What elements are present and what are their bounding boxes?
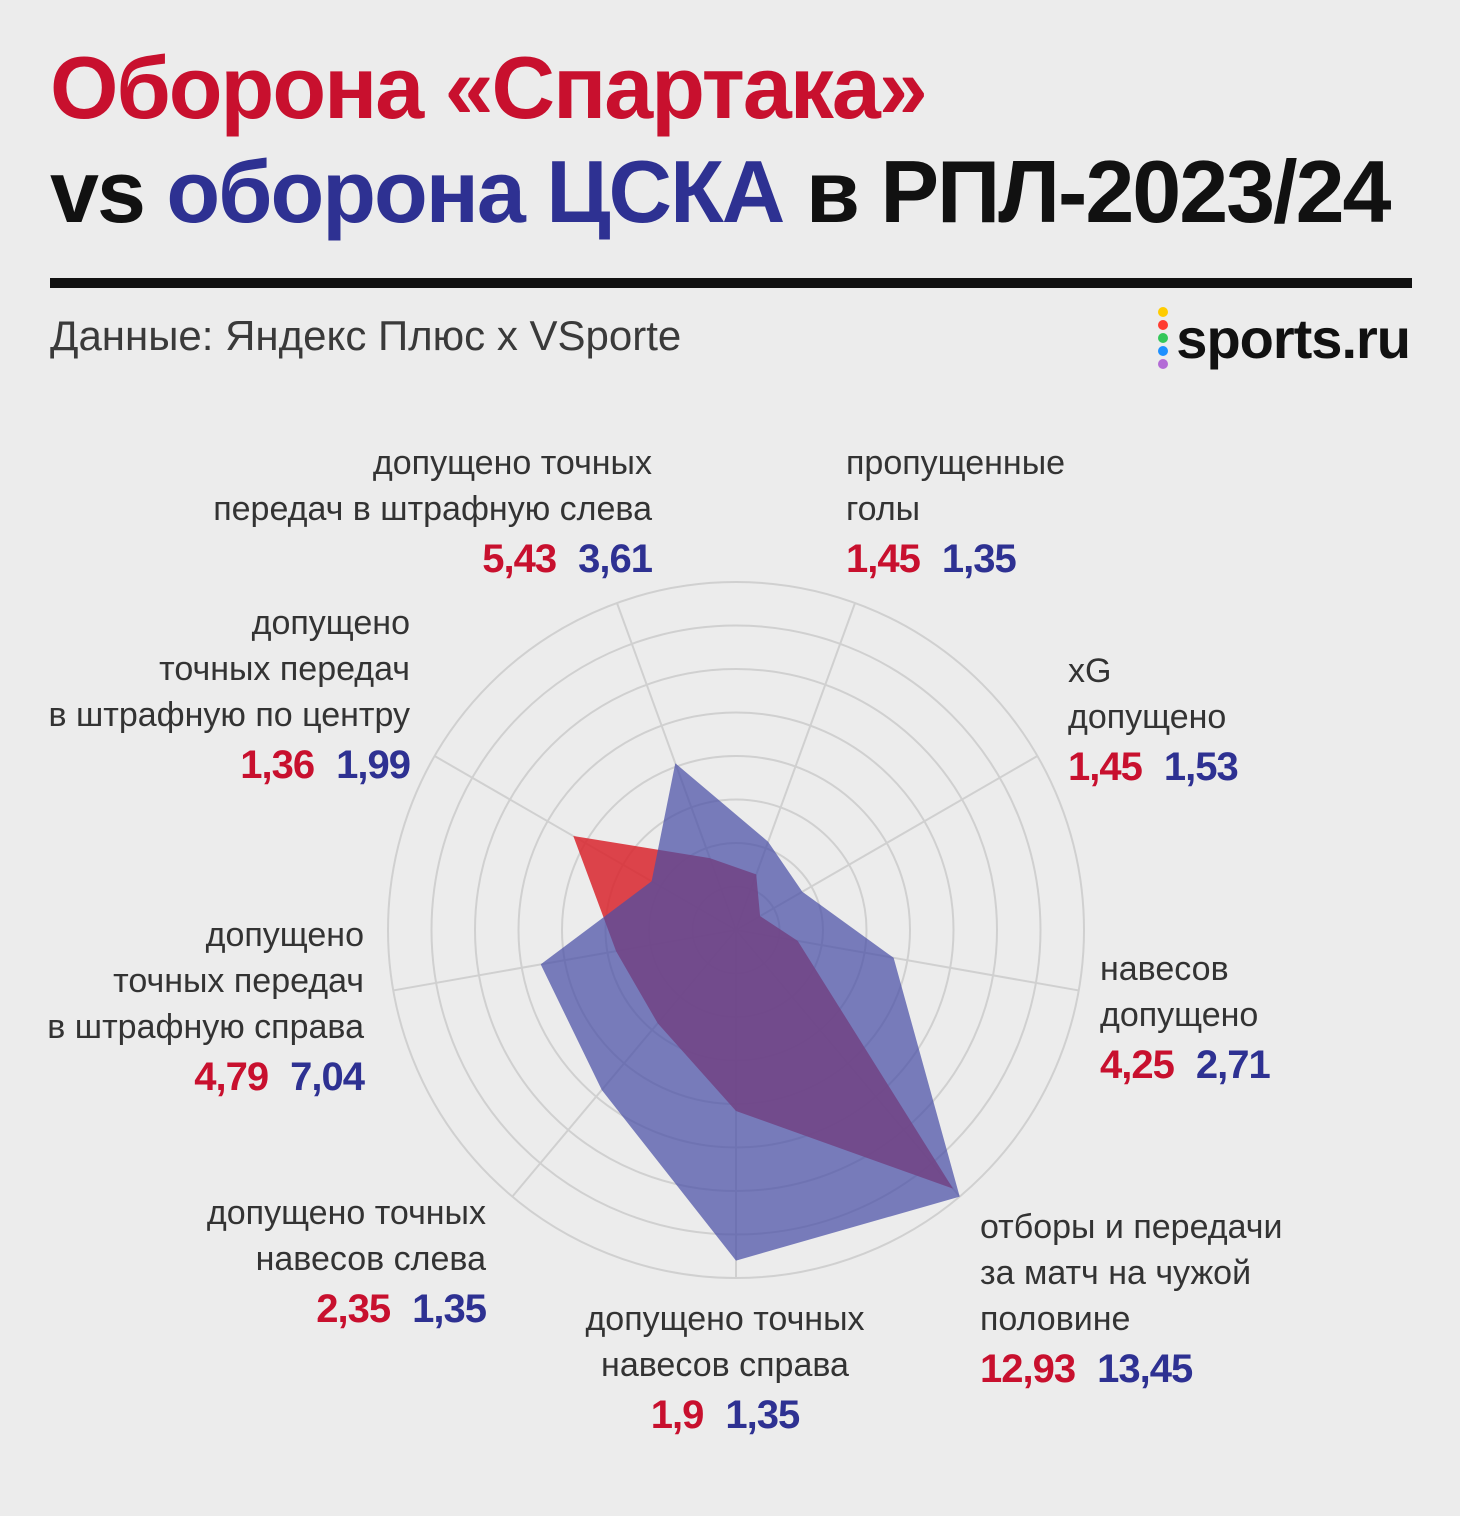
spartak-value: 4,79 — [194, 1055, 269, 1099]
axis-name-line: в штрафную по центру — [48, 696, 410, 734]
axis-name-line: отборы и передачи — [980, 1208, 1283, 1246]
logo-text: sports.ru — [1176, 306, 1411, 370]
cska-value: 3,61 — [578, 537, 653, 581]
axis-name-line: допущено точных — [372, 444, 652, 482]
axis-label-xg-allowed: xG допущено 1,45 1,53 — [1068, 648, 1239, 790]
spartak-value: 4,25 — [1100, 1043, 1175, 1087]
axis-name-line: в штрафную справа — [47, 1008, 364, 1046]
cska-value: 1,35 — [725, 1393, 800, 1437]
axis-label-box-passes-center: допущено точных передач в штрафную по це… — [30, 600, 411, 788]
axis-name-line: половине — [980, 1300, 1131, 1338]
logo-dot — [1158, 359, 1169, 369]
cska-value: 1,35 — [412, 1287, 487, 1331]
spartak-value: 1,36 — [240, 743, 315, 787]
cska-value: 1,99 — [336, 743, 411, 787]
axis-label-box-passes-right: допущено точных передач в штрафную справ… — [30, 912, 365, 1100]
axis-name-line: допущено точных — [585, 1300, 865, 1338]
cska-value: 1,35 — [941, 537, 1017, 581]
axis-name-line: навесов справа — [601, 1346, 849, 1384]
title-oborona: оборона — [166, 142, 525, 241]
axis-name-line: допущено — [1068, 698, 1227, 736]
cska-value: 13,45 — [1097, 1347, 1193, 1391]
logo-dot — [1158, 346, 1169, 356]
axis-label-crosses-allowed: навесов допущено 4,25 2,71 — [1100, 946, 1271, 1088]
axis-label-box-passes-left: допущено точных передач в штрафную слева… — [150, 440, 653, 582]
axis-name-line: навесов слева — [255, 1240, 486, 1278]
logo-dot — [1158, 320, 1169, 330]
title-line-1: Оборона «Спартака» — [50, 38, 928, 137]
spartak-value: 2,35 — [316, 1287, 391, 1331]
axis-name-line: точных передач — [113, 962, 364, 1000]
axis-name-line: за матч на чужой — [980, 1254, 1252, 1292]
axis-name-line: xG — [1068, 652, 1112, 690]
header-divider — [50, 278, 1412, 288]
axis-name-line: голы — [846, 490, 921, 528]
axis-name-line: навесов — [1100, 950, 1229, 988]
axis-name-line: допущено точных — [206, 1194, 486, 1232]
axis-label-tackles-passes: отборы и передачи за матч на чужой полов… — [980, 1204, 1282, 1392]
spartak-value: 1,45 — [1068, 745, 1143, 789]
spartak-value: 1,45 — [846, 537, 921, 581]
spartak-value: 1,9 — [650, 1393, 705, 1437]
title-rest: в РПЛ-2023/24 — [805, 142, 1392, 241]
axis-name-line: допущено — [205, 916, 364, 954]
axis-name-line: допущено — [1100, 996, 1259, 1034]
axis-name-line: допущено — [251, 604, 410, 642]
logo-dots-icon — [1158, 307, 1169, 369]
cska-polygon — [540, 763, 960, 1261]
title-vs: vs — [50, 142, 146, 241]
spartak-value: 12,93 — [980, 1347, 1076, 1391]
axis-name-line: передач в штрафную слева — [213, 490, 652, 528]
title-cska: ЦСКА — [546, 142, 785, 241]
axis-label-conceded-goals: пропущенные голы 1,45 1,35 — [846, 440, 1065, 582]
axis-name-line: точных передач — [159, 650, 410, 688]
data-source: Данные: Яндекс Плюс x VSporte — [50, 312, 682, 359]
cska-value: 7,04 — [290, 1055, 365, 1099]
cska-value: 2,71 — [1195, 1043, 1271, 1087]
axis-label-crosses-left: допущено точных навесов слева 2,35 1,35 — [160, 1190, 487, 1332]
spartak-value: 5,43 — [482, 537, 557, 581]
sports-ru-logo: sports.ru — [1158, 300, 1411, 376]
logo-dot — [1158, 333, 1169, 343]
cska-value: 1,53 — [1163, 745, 1239, 789]
axis-name-line: пропущенные — [846, 444, 1066, 482]
logo-dot — [1158, 307, 1169, 317]
axis-label-crosses-right: допущено точных навесов справа 1,9 1,35 — [560, 1296, 890, 1438]
page-title: Оборона «Спартака» vs оборона ЦСКА в РПЛ… — [50, 36, 1392, 244]
